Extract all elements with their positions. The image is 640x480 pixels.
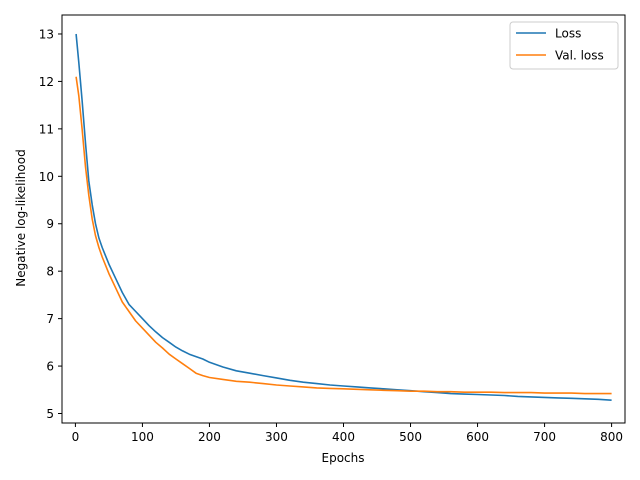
y-axis: 5 6 7 8 9 10 11 12 13 [39,27,62,421]
x-tick-label: 800 [600,430,623,444]
y-axis-label: Negative log-likelihood [14,149,28,286]
y-tick-label: 7 [46,312,54,326]
y-tick-label: 11 [39,122,54,136]
legend: Loss Val. loss [509,21,619,70]
x-axis-label: Epochs [322,451,365,465]
x-tick-label: 700 [533,430,556,444]
x-tick-label: 500 [399,430,422,444]
series-layer [75,33,612,401]
series-line-loss [75,33,612,401]
x-tick-label: 200 [198,430,221,444]
y-tick-label: 10 [39,170,54,184]
y-tick-label: 5 [46,407,54,421]
x-axis: 0 100 200 300 400 500 600 700 800 [72,423,623,444]
x-tick-label: 600 [466,430,489,444]
y-tick-label: 9 [46,217,54,231]
y-tick-label: 13 [39,27,54,41]
legend-label-val-loss: Val. loss [555,49,604,63]
x-tick-label: 300 [265,430,288,444]
y-tick-label: 12 [39,75,54,89]
x-tick-label: 0 [72,430,80,444]
legend-label-loss: Loss [555,27,581,41]
y-tick-label: 6 [46,360,54,374]
x-tick-label: 100 [131,430,154,444]
series-line-val-loss [75,76,612,395]
y-tick-label: 8 [46,265,54,279]
x-tick-label: 400 [332,430,355,444]
